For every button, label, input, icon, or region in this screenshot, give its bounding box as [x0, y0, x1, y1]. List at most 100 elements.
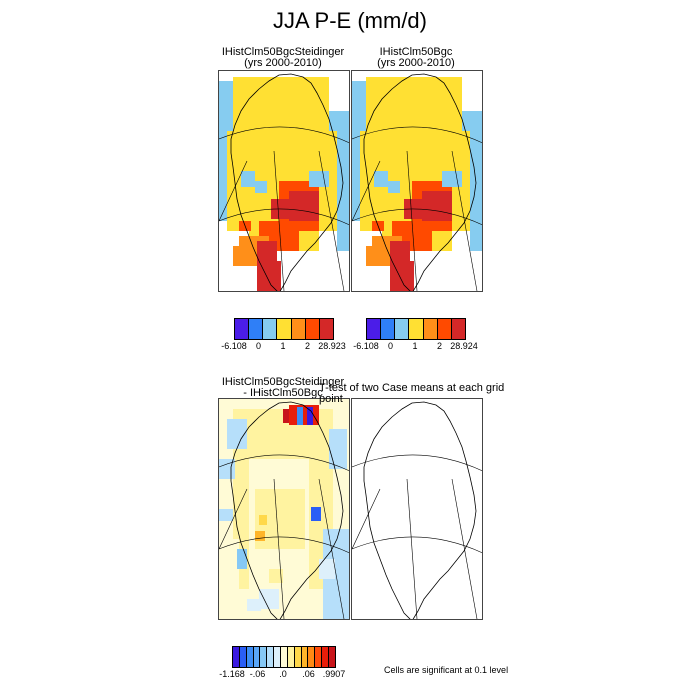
colorbar-label: 28.924 [450, 341, 478, 351]
colorbar-swatch [437, 319, 452, 339]
grid-cell [237, 549, 247, 569]
colorbar-label: 1 [412, 341, 418, 351]
colorbar-swatch [322, 647, 330, 667]
grid-cell [233, 246, 257, 266]
colorbar-swatch [423, 319, 438, 339]
grid-cell [255, 531, 265, 541]
colorbar-label: -.06 [249, 669, 266, 679]
colorbar-swatch [233, 647, 240, 667]
panel-4-title: T-test of two Case means at each grid po… [319, 383, 519, 405]
colorbar-swatch [246, 647, 254, 667]
panel-1-title-line1: IHistClm50BgcSteidinger [221, 46, 345, 58]
grid-cell [422, 191, 452, 221]
coastline [230, 401, 344, 619]
colorbar-swatch [291, 319, 306, 339]
coastline [363, 401, 477, 619]
colorbar-label: 2 [436, 341, 443, 351]
panel-4-title-line1: T-test of two Case means at each grid po… [319, 382, 505, 405]
coastline [363, 73, 477, 291]
colorbar-swatch [329, 647, 335, 667]
colorbar-swatch [367, 319, 382, 339]
grid-cell [388, 181, 400, 193]
colorbar-swatch [315, 647, 323, 667]
grid-cell [289, 191, 319, 221]
grid-cell [442, 171, 462, 187]
panel-2-title-line2: (yrs 2000-2010) [377, 57, 455, 69]
coastline [230, 73, 344, 291]
colorbar-panel-2-labels: -6.108 0 1 2 28.924 [353, 341, 478, 353]
panel-1-map [218, 70, 350, 292]
grid-cell [241, 171, 255, 187]
panel-3-title-line2: - IHistClm50Bgc [243, 387, 323, 399]
panel-3-title: IHistClm50BgcSteidinger - IHistClm50Bgc [218, 377, 348, 399]
colorbar-swatch [239, 647, 247, 667]
grid-cell [374, 171, 388, 187]
grid-cell [366, 246, 390, 266]
panel-3-title-line1: IHistClm50BgcSteidinger [221, 376, 345, 388]
significance-note: Cells are significant at 0.1 level [384, 665, 509, 675]
colorbar-swatch [235, 319, 250, 339]
grid-cell [227, 419, 247, 449]
colorbar-label: -6.108 [221, 341, 247, 351]
panel-2-title: IHistClm50Bgc (yrs 2000-2010) [351, 47, 481, 69]
colorbar-swatch [301, 647, 309, 667]
colorbar-swatch [395, 319, 410, 339]
grid-cell [219, 509, 233, 521]
panel-3-map [218, 398, 350, 620]
colorbar-swatch [308, 647, 316, 667]
grid-cell [255, 181, 267, 193]
colorbar-swatch [253, 647, 261, 667]
colorbar-label: 28.923 [318, 341, 346, 351]
colorbar-swatch [267, 647, 275, 667]
colorbar-swatch [319, 319, 333, 339]
grid-cell [329, 429, 347, 469]
colorbar-swatch [451, 319, 465, 339]
colorbar-swatch [305, 319, 320, 339]
colorbar-swatch [409, 319, 424, 339]
colorbar-label: -6.108 [353, 341, 379, 351]
panel-1-title-line2: (yrs 2000-2010) [244, 57, 322, 69]
colorbar-swatch [260, 647, 268, 667]
grid-cell [247, 599, 261, 611]
grid-cell [259, 589, 279, 609]
colorbar-swatch [294, 647, 302, 667]
colorbar-label: .0 [279, 669, 287, 679]
grid-cell [289, 405, 319, 425]
colorbar-swatch [263, 319, 278, 339]
colorbar-difference-labels: -1.168 -.06 .0 .06 .9907 [219, 669, 345, 681]
grid-cell [319, 559, 335, 579]
colorbar-label: 2 [304, 341, 311, 351]
grid-cell [470, 191, 482, 251]
colorbar-label: 0 [255, 341, 262, 351]
panel-1-title: IHistClm50BgcSteidinger (yrs 2000-2010) [218, 47, 348, 69]
panel-2-title-line1: IHistClm50Bgc [379, 46, 453, 58]
grid-cell [400, 261, 414, 291]
figure-title: JJA P-E (mm/d) [272, 8, 427, 33]
colorbar-label: .06 [302, 669, 315, 679]
grid-cell [267, 261, 281, 291]
grid-cell [269, 569, 283, 583]
colorbar-swatch [281, 647, 288, 667]
colorbar-label: -1.168 [219, 669, 245, 679]
colorbar-swatch [249, 319, 264, 339]
colorbar-panel-1 [234, 318, 334, 340]
colorbar-label: 0 [387, 341, 394, 351]
colorbar-panel-1-labels: -6.108 0 1 2 28.923 [221, 341, 346, 353]
grid-cell [309, 171, 329, 187]
grid-cell [283, 409, 289, 423]
colorbar-label: .9907 [322, 669, 346, 679]
grid-cell [297, 407, 303, 425]
colorbar-swatch [381, 319, 396, 339]
colorbar-swatch [277, 319, 292, 339]
panel-4-map [351, 398, 483, 620]
panel-2-map [351, 70, 483, 292]
colorbar-panel-2 [366, 318, 466, 340]
colorbar-difference [232, 646, 336, 668]
grid-cell [307, 407, 313, 425]
grid-cell [311, 507, 321, 521]
grid-cell [259, 515, 267, 525]
colorbar-swatch [287, 647, 295, 667]
colorbar-label: 1 [280, 341, 286, 351]
colorbar-swatch [274, 647, 282, 667]
grid-cell [219, 539, 239, 619]
